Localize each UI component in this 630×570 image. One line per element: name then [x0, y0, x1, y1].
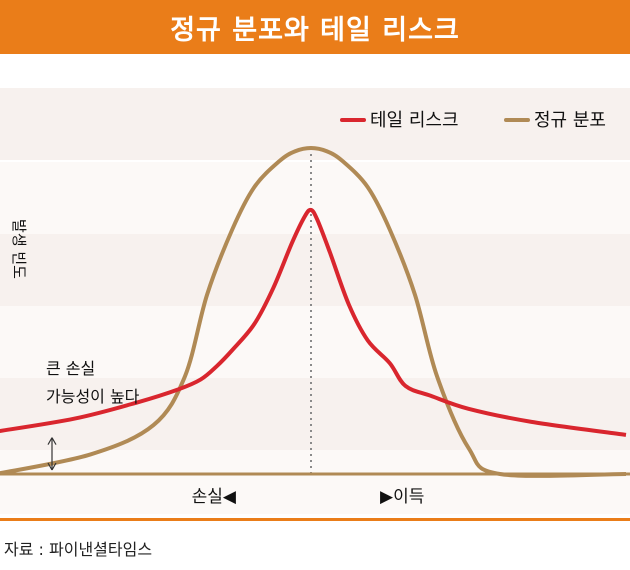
background-band [0, 234, 630, 306]
annotation-line-2: 가능성이 높다 [46, 387, 140, 406]
annotation-arrow [47, 437, 57, 471]
x-label-loss: 손실◀ [192, 487, 237, 507]
legend: 테일 리스크 정규 분포 [340, 110, 606, 131]
y-axis-label: 발생 빈도 [10, 219, 28, 279]
annotation-line-1: 큰 손실 [46, 359, 95, 378]
x-label-gain: ▶이득 [380, 487, 424, 507]
annotation-arrow-head [47, 437, 57, 445]
background-bands [0, 88, 630, 514]
background-band [0, 450, 630, 514]
title-bar: 정규 분포와 테일 리스크 [0, 0, 630, 54]
legend-label: 정규 분포 [534, 110, 606, 131]
series-group [0, 146, 627, 478]
footer-divider [0, 518, 630, 521]
legend-label: 테일 리스크 [370, 110, 459, 131]
source-credit: 자료 : 파이낸셜타임스 [4, 540, 153, 559]
annotation-arrow-head [47, 462, 57, 471]
series-line-tail-risk [0, 207, 627, 437]
background-band [0, 306, 630, 378]
series-line-normal [0, 146, 627, 478]
background-band [0, 378, 630, 450]
background-band [0, 162, 630, 234]
page-title: 정규 분포와 테일 리스크 [170, 14, 460, 46]
chart: 테일 리스크 정규 분포 발생 빈도 큰 손실 가능성이 높다 손실◀ ▶이득 [0, 88, 630, 514]
